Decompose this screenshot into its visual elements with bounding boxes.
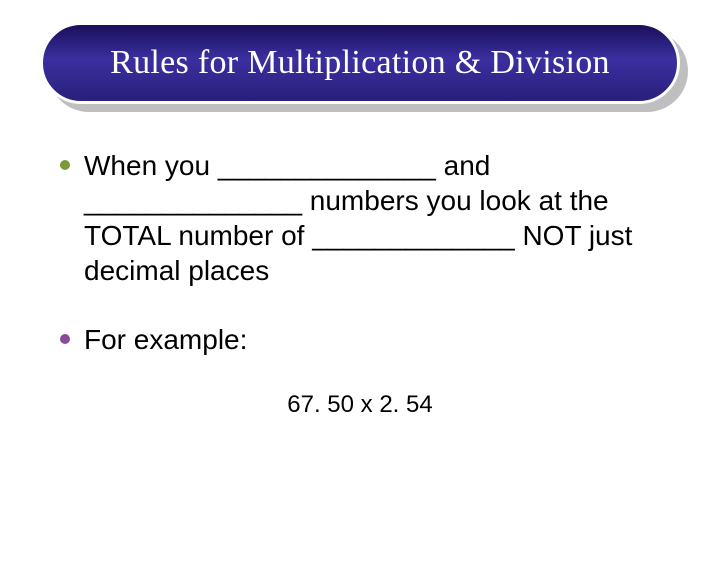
- bullet-text: For example:: [84, 322, 247, 357]
- bullet-dot-icon: [60, 160, 70, 170]
- content-area: When you ______________ and ____________…: [60, 148, 660, 419]
- bullet-item: When you ______________ and ____________…: [60, 148, 660, 288]
- slide-title: Rules for Multiplication & Division: [110, 44, 610, 82]
- title-container: Rules for Multiplication & Division: [40, 22, 680, 104]
- example-expression: 67. 50 x 2. 54: [60, 391, 660, 419]
- bullet-dot-icon: [60, 334, 70, 344]
- bullet-text: When you ______________ and ____________…: [84, 148, 660, 288]
- bullet-item: For example:: [60, 322, 660, 357]
- title-bar: Rules for Multiplication & Division: [40, 22, 680, 104]
